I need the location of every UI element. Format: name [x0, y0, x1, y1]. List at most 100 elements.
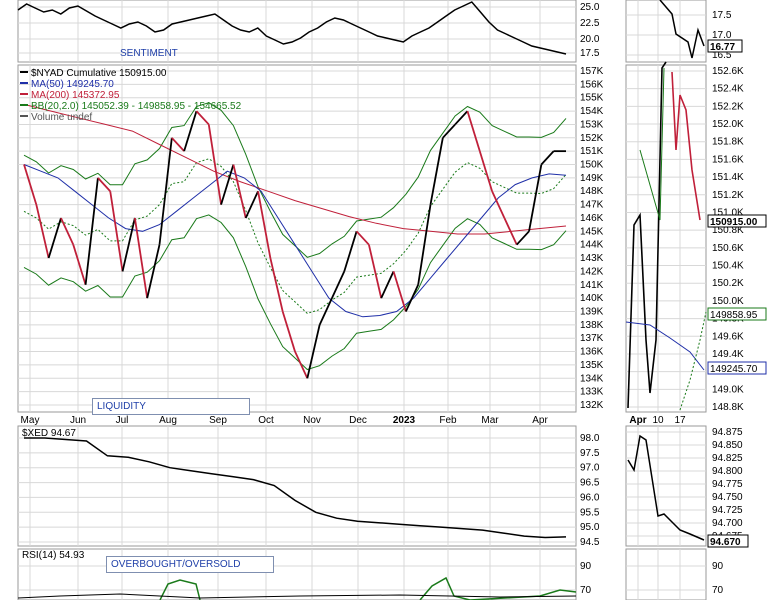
side-panel-frame-xed — [625, 425, 707, 547]
y-tick-label: 154K — [580, 106, 604, 117]
side-last-box — [707, 534, 749, 548]
y-tick-label: 94.5 — [580, 537, 600, 548]
side-y-tick-label: 150.4K — [712, 261, 744, 272]
rsi-overbought-area-2 — [419, 576, 577, 600]
bb-upper-line — [23, 102, 567, 258]
x-tick-label: May — [21, 415, 40, 426]
legend-entry: Volume undef — [31, 112, 92, 123]
price-segment — [183, 110, 198, 152]
price-segment — [429, 137, 444, 205]
y-tick-label: 20.0 — [580, 34, 600, 45]
price-segment — [109, 191, 124, 272]
price-segment — [60, 217, 75, 246]
price-segment — [516, 230, 530, 246]
side-y-tick-label: 150.6K — [712, 243, 744, 254]
y-tick-label: 155K — [580, 93, 604, 104]
y-tick-label: 17.5 — [580, 48, 600, 59]
side-y-tick-label: 90 — [712, 561, 724, 572]
price-segment — [454, 110, 469, 126]
price-segment — [35, 204, 50, 259]
y-tick-label: 135K — [580, 360, 604, 371]
side-y-tick-label: 149.0K — [712, 384, 744, 395]
x-tick-label: Aug — [159, 415, 177, 426]
price-segment — [466, 110, 481, 152]
sentiment-series-line — [17, 1, 567, 55]
x-tick-label: Mar — [481, 415, 499, 426]
side-y-tick-label: 149.6K — [712, 331, 744, 342]
price-segment — [121, 217, 136, 272]
side-bb-mid-line — [679, 311, 707, 411]
price-segment — [380, 271, 395, 299]
side-y-tick-label: 152.4K — [712, 84, 744, 95]
side-y-tick-label: 70 — [712, 585, 724, 596]
side-y-tick-label: 151.2K — [712, 190, 744, 201]
x-tick-label: Nov — [303, 415, 321, 426]
side-y-tick-label: 17.0 — [712, 30, 732, 41]
side-y-tick-label: 94.850 — [712, 440, 743, 451]
side-y-tick-label: 94.775 — [712, 479, 743, 490]
y-tick-label: 153K — [580, 119, 604, 130]
price-segment — [503, 217, 518, 246]
side-y-tick-label: 151.4K — [712, 172, 744, 183]
price-segment — [269, 257, 284, 312]
x-tick-label: Sep — [209, 415, 227, 426]
y-tick-label: 70 — [580, 585, 592, 596]
x-tick-label: Apr — [532, 415, 548, 426]
y-tick-label: 96.0 — [580, 492, 600, 503]
bb-lower-line — [23, 214, 567, 371]
price-segment — [281, 311, 296, 352]
price-segment — [133, 217, 149, 299]
x-tick-label: Jul — [116, 415, 129, 426]
side-xed-line — [627, 434, 705, 541]
y-tick-label: 156K — [580, 79, 604, 90]
y-tick-label: 144K — [580, 240, 604, 251]
price-segment — [417, 204, 432, 285]
y-tick-label: 143K — [580, 253, 604, 264]
side-x-tick-label: Apr — [629, 415, 646, 426]
side-y-tick-label: 151.6K — [712, 154, 744, 165]
y-tick-label: 136K — [580, 347, 604, 358]
y-tick-label: 22.5 — [580, 18, 600, 29]
y-tick-label: 152K — [580, 133, 604, 144]
legend-entry: BB(20,2.0) 145052.39 - 149858.95 - 15466… — [31, 101, 242, 112]
y-tick-label: 137K — [580, 333, 604, 344]
price-segment — [257, 191, 272, 259]
y-tick-label: 150K — [580, 160, 604, 171]
side-y-tick-label: 94.725 — [712, 505, 743, 516]
price-segment — [491, 190, 506, 219]
price-segment — [318, 297, 333, 326]
side-ma50-value: 149245.70 — [710, 364, 758, 375]
y-tick-label: 151K — [580, 146, 604, 157]
side-y-tick-label: 94.875 — [712, 427, 743, 438]
side-x-tick-label: 10 — [652, 415, 664, 426]
price-segment — [478, 150, 493, 192]
y-tick-label: 138K — [580, 320, 604, 331]
y-tick-label: 139K — [580, 306, 604, 317]
side-y-tick-label: 152.2K — [712, 101, 744, 112]
y-tick-label: 149K — [580, 173, 604, 184]
y-tick-label: 96.5 — [580, 478, 600, 489]
price-segment — [47, 217, 62, 259]
price-segment — [232, 164, 247, 219]
side-bb-box — [707, 307, 767, 321]
y-tick-label: 132K — [580, 400, 604, 411]
panel-frame-sent — [17, 0, 577, 63]
price-segment — [220, 164, 235, 205]
price-segment — [331, 271, 346, 299]
price-segment — [442, 123, 456, 139]
legend-entry: $NYAD Cumulative 150915.00 — [31, 68, 167, 79]
price-segment — [528, 164, 543, 232]
legend-entry: MA(50) 149245.70 — [31, 79, 114, 90]
price-segment — [195, 110, 210, 126]
side-x-tick-label: 17 — [674, 415, 686, 426]
side-ma50-line — [625, 321, 705, 371]
y-tick-label: 95.0 — [580, 522, 600, 533]
side-last-box — [707, 214, 767, 228]
price-segment — [207, 124, 222, 205]
y-tick-label: 140K — [580, 293, 604, 304]
side-y-tick-label: 16.5 — [712, 50, 732, 61]
side-y-tick-label: 94.800 — [712, 466, 743, 477]
side-y-tick-label: 150.0K — [712, 296, 744, 307]
side-nyad-last: 150915.00 — [710, 217, 758, 228]
price-segment — [84, 177, 99, 285]
